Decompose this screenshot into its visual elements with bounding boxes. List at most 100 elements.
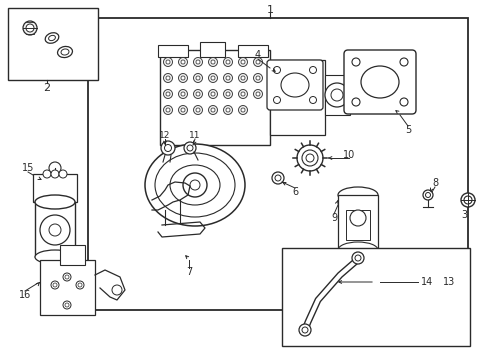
Circle shape [238,58,247,67]
Circle shape [330,89,342,101]
Ellipse shape [281,73,308,97]
Circle shape [165,92,170,96]
Circle shape [181,76,184,80]
Circle shape [178,90,187,99]
Circle shape [225,108,229,112]
Circle shape [325,83,348,107]
Circle shape [196,92,200,96]
Circle shape [238,90,247,99]
Ellipse shape [35,250,75,264]
Bar [346,210,369,240]
Circle shape [163,90,172,99]
Bar [33,174,77,202]
Circle shape [399,98,407,106]
Circle shape [23,21,37,35]
Circle shape [183,173,206,197]
Circle shape [210,92,215,96]
Circle shape [223,90,232,99]
Circle shape [76,281,84,289]
Circle shape [208,58,217,67]
FancyBboxPatch shape [343,50,415,114]
Text: 9: 9 [330,213,336,223]
Bar [282,248,469,346]
Bar [337,195,377,250]
Ellipse shape [35,195,75,209]
Ellipse shape [48,35,55,41]
Circle shape [302,150,317,166]
Circle shape [112,285,122,295]
Circle shape [178,73,187,82]
Circle shape [40,215,70,245]
Circle shape [181,108,184,112]
Ellipse shape [155,153,235,217]
Ellipse shape [145,144,244,226]
Circle shape [165,108,170,112]
Circle shape [163,73,172,82]
Bar [325,75,349,115]
Circle shape [223,73,232,82]
Circle shape [193,73,202,82]
Bar [40,260,95,315]
Text: 2: 2 [43,83,50,93]
Ellipse shape [58,46,72,58]
Circle shape [43,170,51,178]
Circle shape [163,105,172,114]
Circle shape [241,76,244,80]
Circle shape [193,90,202,99]
Text: 7: 7 [185,267,192,277]
Circle shape [51,281,59,289]
Bar [158,45,187,57]
Circle shape [349,210,365,226]
Circle shape [196,60,200,64]
Circle shape [163,58,172,67]
Circle shape [208,90,217,99]
Bar [160,50,269,145]
FancyBboxPatch shape [266,60,323,110]
Ellipse shape [45,33,59,43]
Circle shape [165,76,170,80]
Circle shape [241,108,244,112]
Bar [238,45,267,57]
Circle shape [181,92,184,96]
Circle shape [210,60,215,64]
Ellipse shape [61,49,69,55]
Circle shape [183,142,196,154]
Text: 15: 15 [22,163,34,173]
Circle shape [49,162,61,174]
Circle shape [196,76,200,80]
Circle shape [181,60,184,64]
Circle shape [238,105,247,114]
Circle shape [210,76,215,80]
Circle shape [256,60,260,64]
Circle shape [225,60,229,64]
Bar [60,245,85,265]
Circle shape [63,273,71,281]
Circle shape [208,105,217,114]
Circle shape [208,73,217,82]
Circle shape [354,255,360,261]
Circle shape [178,105,187,114]
Circle shape [78,283,82,287]
Circle shape [51,170,59,178]
Text: 8: 8 [431,178,437,188]
Circle shape [305,154,313,162]
Text: 10: 10 [342,150,354,160]
Circle shape [273,96,280,104]
Circle shape [164,144,171,152]
Circle shape [309,96,316,104]
Circle shape [256,92,260,96]
Circle shape [53,283,57,287]
Circle shape [193,58,202,67]
Circle shape [274,175,281,181]
Circle shape [460,193,474,207]
Circle shape [351,252,363,264]
Circle shape [253,90,262,99]
Text: 11: 11 [189,130,201,139]
Circle shape [65,303,69,307]
Circle shape [256,76,260,80]
Circle shape [193,105,202,114]
Circle shape [253,58,262,67]
Circle shape [351,58,359,66]
Circle shape [65,275,69,279]
Circle shape [241,92,244,96]
